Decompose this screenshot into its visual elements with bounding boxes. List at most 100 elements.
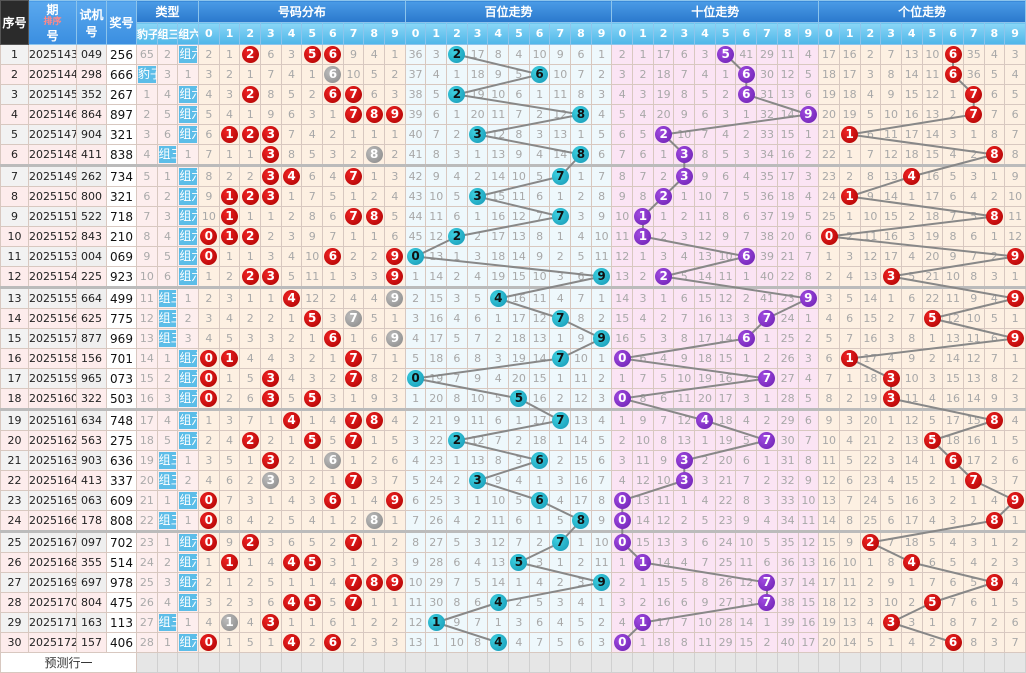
tens-cell-0: 13 — [611, 266, 634, 288]
tens-cell-7: 6 — [756, 552, 778, 573]
dist-cell-3: 1 — [260, 490, 282, 511]
units-cell-2: 15 — [859, 308, 882, 329]
dist-cell-5: 5 — [301, 530, 324, 553]
units-ball: 1 — [841, 188, 859, 205]
row-prize-number: 321 — [106, 186, 137, 207]
tens-cell-4: 7 — [694, 124, 716, 145]
dist-ball: 9 — [386, 492, 404, 509]
tens-cell-6: 6 — [735, 328, 758, 349]
row-seq: 23 — [0, 490, 29, 511]
hundreds-cell-8: 1 — [570, 124, 592, 145]
dist-cell-2: 1 — [239, 64, 262, 85]
type-cell-1: 1 — [156, 164, 179, 187]
hundreds-cell-1: 9 — [425, 164, 448, 187]
hundreds-cell-1: 25 — [425, 490, 448, 511]
dist-digit-6: 6 — [322, 22, 344, 45]
type-cell-0: 19 — [136, 450, 158, 471]
tens-cell-5: 4 — [714, 124, 737, 145]
hundreds-cell-0: 9 — [404, 552, 427, 573]
tens-cell-9: 13 — [797, 552, 820, 573]
row-prize-number: 808 — [106, 510, 137, 532]
units-cell-5: 3 — [921, 490, 944, 511]
dist-cell-6: 3 — [322, 388, 344, 410]
tens-cell-6: 6 — [735, 84, 758, 105]
dist-ball: 4 — [283, 554, 301, 571]
tens-cell-5: 1 — [714, 64, 737, 85]
dist-cell-5: 8 — [301, 206, 324, 227]
units-ball: 3 — [882, 390, 900, 407]
hundreds-cell-7: 9 — [549, 44, 572, 65]
dist-cell-1: 4 — [218, 308, 241, 329]
type-cell-0: 6 — [136, 186, 158, 207]
hundreds-cell-4: 10 — [487, 84, 510, 105]
dist-cell-7: 7 — [342, 572, 365, 593]
hundreds-ball: 2 — [448, 86, 466, 103]
row-test-number: 563 — [76, 430, 107, 451]
type-tag: 组六 — [179, 208, 198, 225]
hundreds-cell-4: 11 — [487, 104, 510, 125]
tens-cell-9: 2 — [797, 328, 820, 349]
dist-ball: 2 — [241, 126, 259, 143]
dist-ball: 1 — [221, 228, 239, 245]
units-cell-8: 8 — [983, 510, 1006, 532]
dist-cell-6: 6 — [322, 632, 344, 653]
dist-cell-7: 2 — [342, 632, 365, 653]
dist-cell-8: 9 — [363, 388, 386, 410]
hundreds-cell-6: 15 — [528, 368, 551, 389]
hundreds-cell-1: 20 — [425, 388, 448, 410]
dist-cell-6: 5 — [322, 430, 344, 451]
tens-digit-9: 9 — [797, 22, 820, 45]
units-cell-7: 7 — [962, 84, 985, 105]
dist-cell-5: 1 — [301, 64, 324, 85]
type-tag: 组六 — [179, 534, 198, 551]
units-cell-7: 4 — [962, 186, 985, 207]
dist-cell-8: 8 — [363, 144, 386, 166]
dist-ball: 8 — [365, 574, 383, 591]
hundreds-cell-7: 7 — [549, 308, 572, 329]
units-cell-9: 4 — [1004, 64, 1026, 85]
hundreds-cell-9: 6 — [590, 450, 613, 471]
hundreds-cell-6: 6 — [528, 64, 551, 85]
row-seq: 7 — [0, 164, 29, 187]
sort-toggle[interactable]: 排序 — [43, 17, 62, 27]
hundreds-cell-7: 10 — [549, 64, 572, 85]
dist-cell-6: 3 — [322, 308, 344, 329]
dist-cell-6: 4 — [322, 408, 344, 431]
tens-cell-9: 2 — [797, 144, 820, 166]
dist-ball: 2 — [241, 432, 259, 449]
hundreds-cell-5: 6 — [508, 510, 530, 532]
dist-cell-0: 3 — [198, 592, 220, 613]
dist-cell-3: 3 — [260, 612, 282, 633]
units-cell-9: 10 — [1004, 186, 1026, 207]
table-row: 262025168355514242组六11144531239286413531… — [0, 552, 1026, 573]
tens-cell-9: 6 — [797, 84, 820, 105]
tens-cell-7: 36 — [756, 186, 778, 207]
hundreds-cell-0: 3 — [404, 308, 427, 329]
row-issue: 2025160 — [28, 388, 77, 410]
units-cell-6: 5 — [942, 552, 964, 573]
dist-cell-0: 5 — [198, 104, 220, 125]
dist-cell-4: 4 — [280, 286, 303, 309]
units-cell-1: 9 — [838, 530, 861, 553]
dist-cell-7: 7 — [342, 104, 365, 125]
units-cell-2: 10 — [859, 206, 882, 227]
type-cell-1: 3 — [156, 206, 179, 227]
tens-cell-3: 2 — [673, 510, 696, 532]
hundreds-cell-1: 8 — [425, 144, 448, 166]
hundreds-digit-5: 5 — [508, 22, 530, 45]
hundreds-cell-9: 9 — [590, 572, 613, 593]
hundreds-cell-5: 5 — [508, 490, 530, 511]
row-test-number: 322 — [76, 388, 107, 410]
tens-cell-5: 17 — [714, 388, 737, 410]
units-cell-3: 3 — [880, 328, 902, 349]
units-cell-9: 9 — [1004, 286, 1026, 309]
tens-cell-6: 10 — [735, 530, 758, 553]
hundreds-ball: 4 — [489, 290, 507, 307]
tens-cell-2: 19 — [652, 84, 675, 105]
col-issue[interactable]: 期 排序号 — [28, 0, 77, 45]
units-cell-5: 2 — [921, 348, 944, 369]
tens-cell-5: 7 — [714, 186, 737, 207]
dist-cell-5: 3 — [301, 368, 324, 389]
type-cell-1: 4 — [156, 592, 179, 613]
dist-cell-9: 9 — [384, 246, 406, 267]
